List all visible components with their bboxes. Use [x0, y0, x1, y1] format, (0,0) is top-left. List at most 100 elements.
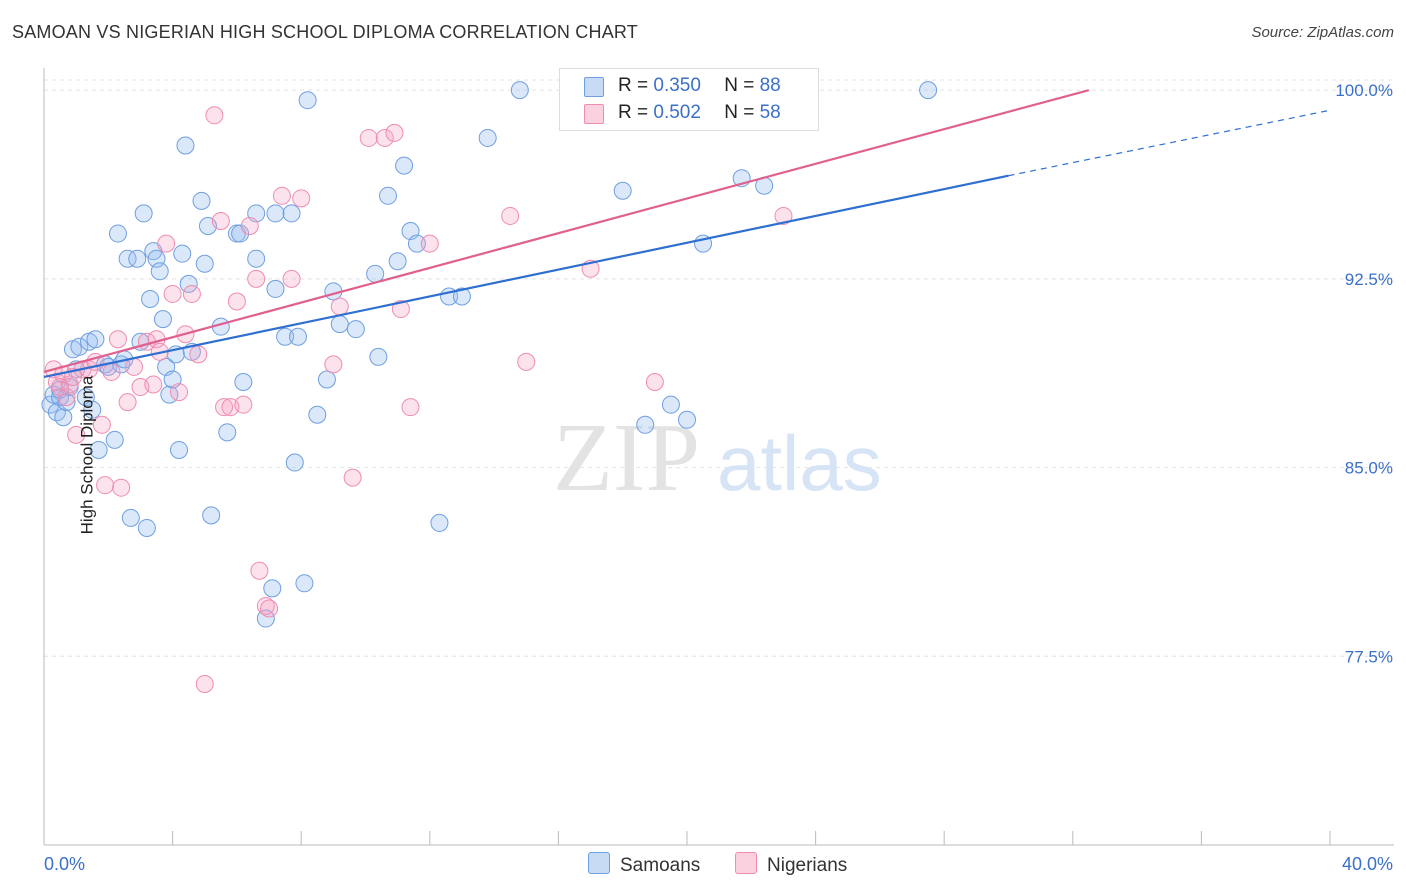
nigerians-point [102, 362, 121, 381]
samoans-point [195, 254, 214, 273]
nigerians-point [324, 355, 343, 374]
samoans-point [89, 440, 108, 459]
nigerians-point [401, 398, 420, 417]
nigerians-point [67, 425, 86, 444]
y-tick-label: 92.5% [1345, 270, 1393, 289]
samoans-point [54, 408, 73, 427]
nigerians-point [375, 128, 394, 147]
nigerians-point [234, 395, 253, 414]
samoans-point [121, 508, 140, 527]
samoans-point [330, 315, 349, 334]
legend-n-label: N = [724, 102, 760, 123]
samoans-point [430, 513, 449, 532]
samoans-point [388, 252, 407, 271]
nigerians-point [205, 106, 224, 125]
samoans-point [366, 264, 385, 283]
watermark-atlas: atlas [717, 419, 882, 507]
nigerians-point [157, 234, 176, 253]
nigerians-point [211, 211, 230, 230]
samoans-point [192, 191, 211, 210]
samoans-point [128, 249, 147, 268]
samoans-point [134, 204, 153, 223]
samoans-point [86, 330, 105, 349]
watermark: ZIP atlas [553, 404, 882, 512]
nigerians-point [359, 128, 378, 147]
x-tick-label: 0.0% [44, 854, 85, 874]
samoans-point [478, 128, 497, 147]
samoans-point [150, 262, 169, 281]
nigerians-point [182, 284, 201, 303]
samoans-point [266, 204, 285, 223]
samoans-point [173, 244, 192, 263]
samoans-point [407, 234, 426, 253]
samoans-point [282, 204, 301, 223]
samoans-trend-line [43, 174, 1009, 379]
samoans-point [41, 395, 60, 414]
samoans-point [678, 410, 696, 429]
samoans-point [70, 337, 89, 356]
samoans-point [105, 430, 124, 449]
legend-r-label: R = [618, 102, 654, 123]
samoans-point [179, 274, 198, 293]
samoans-point [218, 423, 237, 442]
source-label: Source: ZipAtlas.com [1251, 24, 1394, 41]
chart-title: SAMOAN VS NIGERIAN HIGH SCHOOL DIPLOMA C… [12, 22, 638, 42]
nigerians-point [420, 234, 439, 253]
samoans-point [346, 320, 365, 339]
nigerians-point [96, 476, 115, 495]
samoans-point [288, 327, 307, 346]
nigerians-point [163, 284, 182, 303]
nigerians-point [108, 330, 127, 349]
data-points [41, 81, 938, 693]
nigerians-point [112, 478, 131, 497]
legend-r-value: 0.502 [653, 102, 701, 123]
y-tick-label: 100.0% [1335, 81, 1393, 100]
nigerians-point [256, 596, 275, 615]
samoans-point [266, 279, 285, 298]
nigerians-point [385, 123, 404, 142]
samoans-point [919, 81, 938, 100]
samoans-point [298, 91, 317, 110]
nigerians-point [272, 186, 291, 205]
samoans-point [137, 518, 156, 537]
samoans-point [661, 395, 680, 414]
samoans-point [295, 574, 314, 593]
samoans-point [256, 609, 275, 628]
nigerians-point [227, 292, 246, 311]
nigerians-point [189, 345, 208, 364]
nigerians-point [250, 561, 269, 580]
legend-swatch-nigerians [584, 104, 604, 124]
bottom-legend-label-nigerians: Nigerians [767, 855, 848, 876]
samoans-point [108, 224, 127, 243]
watermark-zip: ZIP [553, 404, 700, 512]
samoans-point [141, 289, 160, 308]
legend-r-value: 0.350 [653, 75, 701, 96]
samoans-point [317, 370, 336, 389]
y-tick-label: 77.5% [1345, 647, 1393, 666]
tick-labels: 77.5% 85.0% 92.5% 100.0% 0.0% 40.0% [44, 81, 1393, 874]
trend-lines [43, 89, 1331, 379]
nigerians-point [240, 217, 259, 236]
samoans-point [308, 405, 327, 424]
nigerians-point [774, 206, 793, 225]
samoans-point [83, 400, 102, 419]
samoans-point [234, 373, 253, 392]
nigerians-point [501, 206, 520, 225]
correlation-legend: R = 0.350 N = 88 R = 0.502 N = 58 [559, 68, 819, 131]
samoans-trend-extension [1008, 109, 1331, 177]
nigerians-point [247, 269, 266, 288]
nigerians-point [170, 383, 189, 402]
nigerians-point [215, 398, 234, 417]
legend-row-samoans: R = 0.350 N = 88 [584, 75, 781, 97]
samoans-point [202, 506, 221, 525]
samoans-point [276, 327, 295, 346]
nigerians-point [92, 415, 111, 434]
legend-swatch-samoans [584, 77, 604, 97]
x-tick-label: 40.0% [1342, 854, 1393, 874]
samoans-point [379, 186, 398, 205]
nigerians-point [517, 352, 536, 371]
legend-row-nigerians: R = 0.502 N = 58 [584, 102, 781, 124]
nigerians-point [343, 468, 362, 487]
nigerians-point [144, 375, 163, 394]
samoans-point [153, 310, 172, 329]
